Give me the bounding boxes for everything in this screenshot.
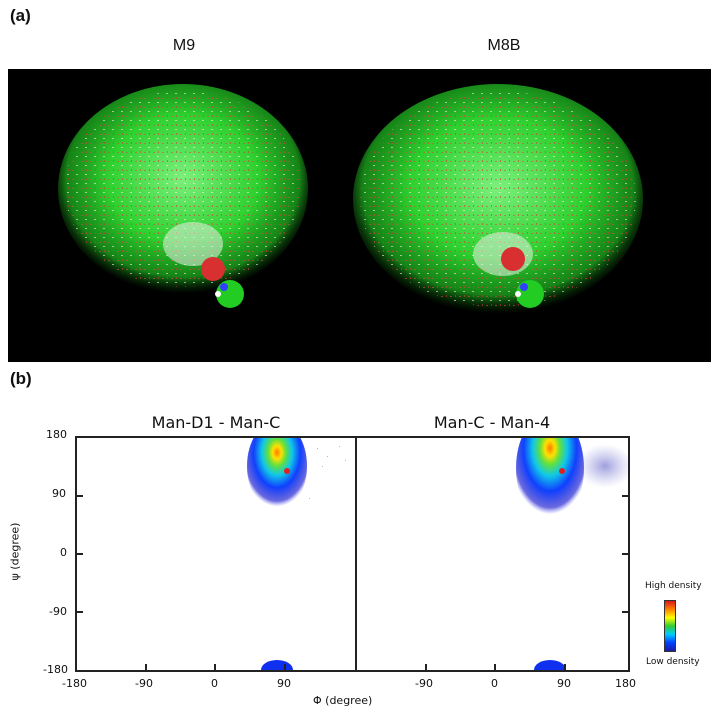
plot-2-frame xyxy=(355,436,630,672)
plot-1-density xyxy=(77,438,346,670)
molecular-render-panel xyxy=(8,69,711,362)
p2-x-tick-0: 0 xyxy=(491,677,498,690)
y-tick-neg90: -90 xyxy=(49,605,67,618)
plot-2-density xyxy=(425,438,628,670)
p1-x-tick-neg90: -90 xyxy=(135,677,153,690)
panel-b-label: (b) xyxy=(10,369,32,388)
y-tick-neg180: -180 xyxy=(43,663,68,676)
y-axis-title: ψ (degree) xyxy=(8,522,22,581)
m9-molecule xyxy=(58,84,308,308)
y-tick-90: 90 xyxy=(52,487,66,500)
m9-title: M9 xyxy=(172,37,196,54)
m8b-title: M8B xyxy=(487,37,521,54)
plot-1-title: Man-D1 - Man-C xyxy=(151,413,281,432)
p2-x-tick-180: 180 xyxy=(615,677,636,690)
p1-x-tick-90: 90 xyxy=(277,677,291,690)
p1-x-tick-0: 0 xyxy=(211,677,218,690)
molecule-visualization xyxy=(58,84,643,314)
p2-x-tick-90: 90 xyxy=(557,677,571,690)
plot-2-title: Man-C - Man-4 xyxy=(433,413,551,432)
x-axis-title: Φ (degree) xyxy=(313,694,373,707)
y-tick-0: 0 xyxy=(60,546,67,559)
y-tick-180: 180 xyxy=(46,428,67,441)
legend-high-label: High density xyxy=(645,581,702,591)
m8b-molecule xyxy=(353,84,643,314)
p1-x-tick-neg180: -180 xyxy=(62,677,87,690)
legend-low-label: Low density xyxy=(646,657,700,667)
p2-x-tick-neg90: -90 xyxy=(415,677,433,690)
panel-a-label: (a) xyxy=(10,6,31,25)
plot-1-frame xyxy=(75,436,357,672)
density-colorbar xyxy=(664,600,676,652)
